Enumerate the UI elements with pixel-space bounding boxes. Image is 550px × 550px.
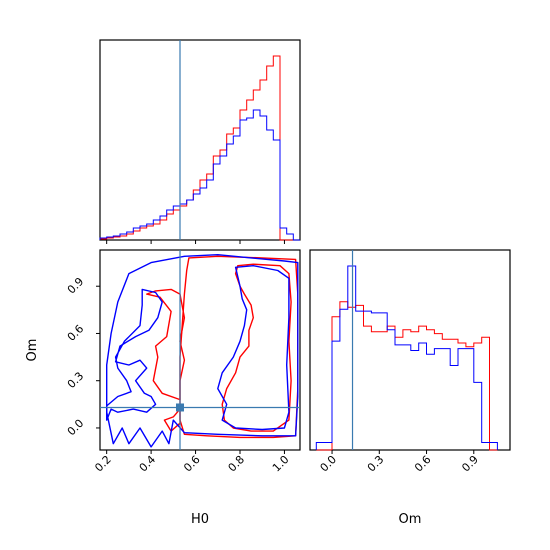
om-y-tick-label: 0.3: [65, 369, 87, 391]
om-y-tick-label: 0.6: [65, 322, 87, 344]
h0-x-tick-label: 1.0: [270, 453, 292, 475]
red-contour-1: [179, 255, 299, 439]
h0-x-tick-label: 0.6: [181, 453, 203, 475]
y-axis-label-om: Om: [25, 339, 40, 362]
om-hist-frame: [309, 249, 511, 451]
h0-om-contour-panel: 0.2 0.4 0.6 0.8 1.0 0.0 0.3 0.6 0.9: [65, 249, 301, 475]
blue-h0-histogram-series: [99, 109, 300, 241]
contour-frame: [99, 249, 301, 451]
blue-contour-2: [217, 265, 290, 431]
om-y-tick-label: 0.9: [65, 275, 87, 297]
om-y-tick-label: 0.0: [65, 417, 87, 439]
h0-x-tick-label: 0.4: [137, 453, 159, 475]
blue-contour-3: [105, 288, 163, 421]
red-om-histogram-series: [316, 301, 498, 451]
om-x-tick-label: 0.0: [318, 453, 340, 475]
contour-lines: [105, 253, 299, 448]
om-x-tick-label: 0.3: [365, 453, 387, 475]
red-h0-histogram-series: [99, 55, 300, 241]
h0-x-tick-label: 0.2: [92, 453, 114, 475]
h0-histogram-panel: [99, 39, 301, 244]
om-histogram-panel: 0.0 0.3 0.6 0.9: [309, 249, 511, 475]
blue-contour-1: [105, 253, 299, 448]
red-contour-2: [221, 263, 292, 432]
x-axis-label-om: Om: [399, 512, 422, 527]
h0-x-tick-label: 0.8: [226, 453, 248, 475]
om-x-tick-label: 0.6: [412, 453, 434, 475]
truth-marker: [176, 403, 184, 412]
om-x-tick-label: 0.9: [459, 453, 481, 475]
h0-hist-frame: [99, 39, 301, 241]
x-axis-label-h0: H0: [191, 512, 209, 527]
red-contour-3: [145, 288, 186, 401]
blue-om-histogram-series: [315, 265, 498, 450]
